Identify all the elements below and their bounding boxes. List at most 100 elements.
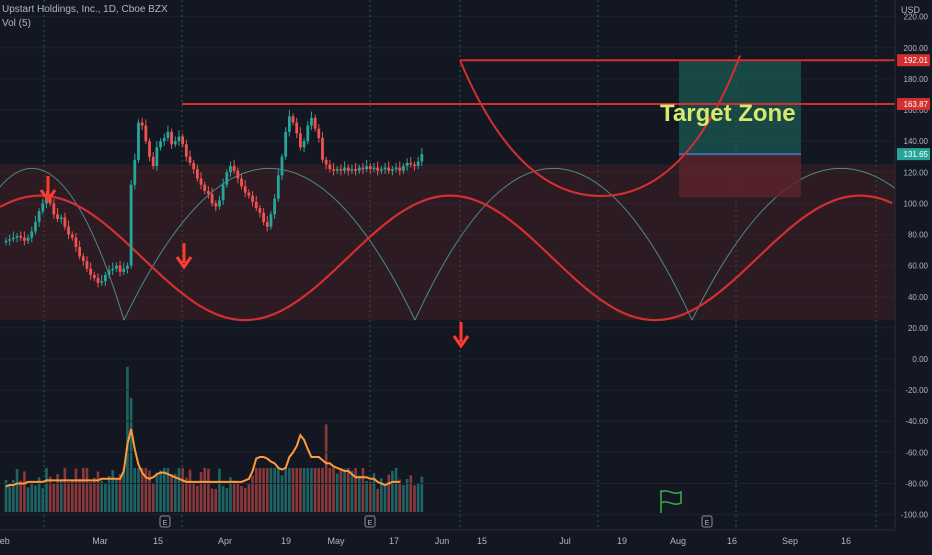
- candle-body: [361, 167, 365, 170]
- candle-body: [41, 203, 45, 212]
- price-axis-bg: [895, 0, 932, 530]
- earnings-marker-label: E: [705, 520, 710, 527]
- volume-bar: [361, 467, 365, 512]
- candle-body: [306, 125, 310, 142]
- volume-bar: [70, 479, 74, 512]
- candle-body: [229, 166, 232, 173]
- earnings-marker: E: [364, 515, 376, 528]
- cycle-arcs: [0, 167, 932, 321]
- candle-body: [137, 122, 140, 160]
- candle-body: [379, 169, 383, 171]
- volume-bar: [15, 469, 19, 512]
- candle-body: [357, 167, 361, 171]
- peak-arrow: [39, 176, 57, 203]
- volume-bar: [122, 467, 126, 512]
- volume-bar: [299, 467, 302, 512]
- volume-bar: [243, 487, 247, 512]
- earnings-marker-label: E: [163, 520, 168, 527]
- volume-bar: [207, 468, 210, 512]
- volume-bar: [225, 488, 229, 512]
- volume-bar: [93, 477, 96, 512]
- volume-bar: [332, 467, 335, 512]
- volume-ma-line: [5, 428, 400, 488]
- time-tick-label: 15: [477, 536, 487, 546]
- volume-bar: [159, 470, 162, 512]
- candle-body: [236, 170, 240, 179]
- volume-bar: [56, 474, 59, 512]
- candle-body: [8, 239, 12, 241]
- volume-bar: [372, 473, 376, 512]
- volume-bar: [4, 480, 8, 512]
- candles: [4, 110, 424, 288]
- volume-bar: [185, 477, 188, 512]
- volume-bar: [317, 467, 321, 512]
- earnings-marker-box: [159, 515, 171, 528]
- volume-bar: [380, 478, 383, 512]
- volume-bar: [26, 487, 30, 512]
- volume-bar: [387, 474, 391, 512]
- stop-zone: [679, 154, 801, 198]
- candle-body: [30, 231, 34, 238]
- price-tick-label: -60.00: [905, 448, 928, 457]
- candle-body: [368, 166, 372, 170]
- candle-body: [346, 167, 350, 171]
- volume-bar: [258, 467, 262, 512]
- time-tick-label: Apr: [218, 536, 232, 546]
- candle-body: [56, 214, 59, 219]
- candle-body: [15, 236, 19, 238]
- volume-bar: [199, 472, 203, 512]
- candle-body: [26, 237, 30, 241]
- volume-bar: [63, 467, 67, 512]
- candle-body: [391, 169, 394, 171]
- volume-bar: [210, 488, 214, 512]
- candle-body: [19, 236, 23, 238]
- volume-bar: [115, 478, 118, 512]
- candle-body: [339, 169, 343, 171]
- candle-body: [343, 167, 346, 171]
- candle-body: [129, 184, 133, 266]
- volume-bar: [240, 485, 243, 512]
- volume-bar: [137, 467, 140, 512]
- candle-body: [67, 226, 70, 235]
- time-tick-label: 15: [153, 536, 163, 546]
- candle-body: [376, 167, 380, 171]
- candle-body: [258, 208, 262, 213]
- volume-bar: [328, 467, 332, 512]
- volume-bar: [100, 480, 103, 512]
- candle-body: [96, 278, 100, 283]
- price-tick-label: 60.00: [908, 262, 929, 271]
- candle-body: [159, 141, 162, 148]
- volume-bar: [144, 467, 148, 512]
- price-axis: 220.00 200.00 180.00 160.00 140.00 120.00 100.…: [894, 0, 932, 530]
- candle-body: [78, 246, 81, 257]
- candle-body: [354, 169, 357, 171]
- candle-body: [89, 268, 93, 275]
- volume-bar: [251, 475, 254, 512]
- price-tick-label: 80.00: [908, 231, 929, 240]
- volume-bar: [107, 476, 111, 512]
- volume-bar: [369, 482, 372, 512]
- volume-bar: [104, 484, 107, 512]
- price-tick-label: 120.00: [904, 168, 929, 177]
- time-tick-label: Jul: [559, 536, 571, 546]
- candle-body: [177, 136, 181, 142]
- volume-bar: [126, 366, 129, 512]
- volume-bar: [155, 472, 159, 512]
- candle-body: [243, 186, 247, 193]
- volume-bar: [277, 467, 280, 512]
- candle-body: [254, 201, 258, 209]
- candle-body: [262, 212, 265, 223]
- candle-body: [299, 133, 302, 148]
- candle-body: [350, 169, 354, 171]
- price-tick-label: 220.00: [904, 13, 929, 22]
- candle-body: [273, 198, 277, 215]
- cycle-arc: [691, 167, 932, 321]
- price-tick-label: 140.00: [904, 137, 929, 146]
- candle-body: [247, 192, 251, 196]
- candle-body: [276, 175, 280, 199]
- peak-arrow: [175, 243, 193, 270]
- peak-arrow-head: [39, 189, 57, 203]
- price-tick-label: -100.00: [901, 511, 929, 520]
- volume-bar: [405, 479, 409, 512]
